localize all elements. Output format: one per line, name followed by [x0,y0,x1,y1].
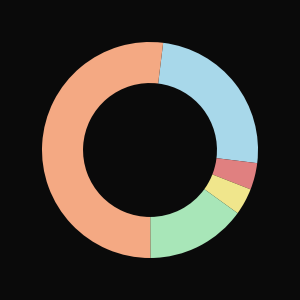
Wedge shape [212,158,257,189]
Wedge shape [204,174,250,213]
Wedge shape [158,43,258,163]
Wedge shape [42,42,163,258]
Wedge shape [150,189,238,258]
